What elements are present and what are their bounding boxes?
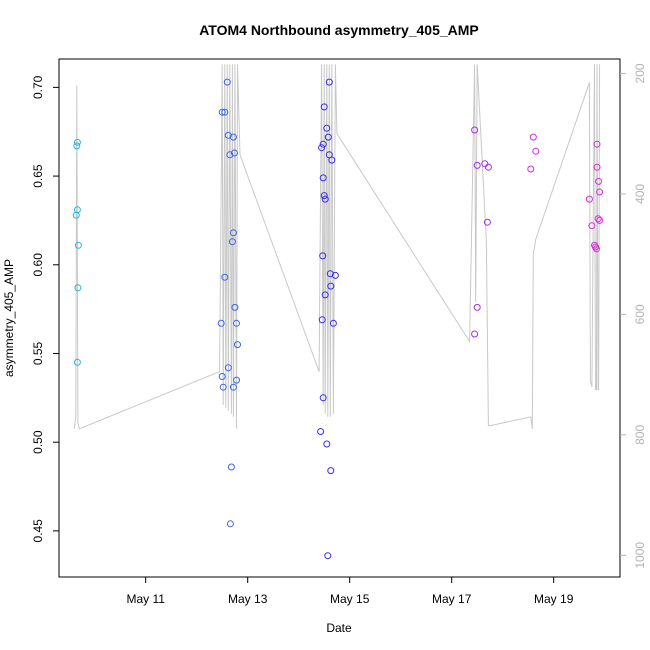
y-tick-label: 0.60 xyxy=(31,253,45,277)
data-point-series-2 xyxy=(221,273,229,281)
y2-tick-label: 600 xyxy=(633,304,647,324)
data-point-series-2 xyxy=(228,238,236,246)
data-point-series-4 xyxy=(473,161,481,169)
y2-axis: 200 400 600 800 1000 xyxy=(620,63,647,569)
data-point-series-3 xyxy=(319,140,327,148)
chart-title: ATOM4 Northbound asymmetry_405_AMP xyxy=(199,22,479,38)
data-point-series-5 xyxy=(593,245,600,253)
data-point-series-4 xyxy=(471,330,479,338)
data-point-series-2 xyxy=(218,373,226,380)
y-tick-label: 0.50 xyxy=(31,430,45,454)
data-point-series-1 xyxy=(73,138,81,146)
data-point-series-2 xyxy=(229,383,237,391)
data-point-series-3 xyxy=(328,156,336,164)
data-point-series-5 xyxy=(527,165,535,173)
data-point-series-3 xyxy=(320,192,328,200)
data-point-series-5 xyxy=(591,241,598,249)
data-point-series-4 xyxy=(481,160,489,168)
data-point-series-3 xyxy=(319,394,327,402)
data-point-series-3 xyxy=(321,195,329,203)
data-point-series-2 xyxy=(224,364,232,372)
data-point-series-2 xyxy=(226,520,234,528)
data-point-series-1 xyxy=(74,241,82,249)
x-axis-label: Date xyxy=(326,621,352,635)
data-point-series-2 xyxy=(234,341,241,349)
data-point-series-5 xyxy=(596,188,604,196)
data-point-series-1 xyxy=(73,142,81,150)
y2-tick-label: 400 xyxy=(633,184,647,204)
data-point-series-2 xyxy=(221,108,229,116)
y-tick-label: 0.45 xyxy=(31,519,45,543)
data-point-series-2 xyxy=(233,376,240,384)
data-point-series-4 xyxy=(473,303,481,311)
y-axis-label: asymmetry_405_AMP xyxy=(2,259,16,377)
data-point-series-5 xyxy=(594,215,602,223)
data-point-series-3 xyxy=(331,271,339,279)
data-points-layer xyxy=(72,78,604,560)
data-point-series-3 xyxy=(327,282,335,290)
y2-tick-label: 1000 xyxy=(633,542,647,569)
data-point-series-2 xyxy=(223,78,231,86)
data-point-series-2 xyxy=(219,383,227,391)
data-point-series-5 xyxy=(593,140,601,148)
data-point-series-4 xyxy=(484,163,492,171)
data-point-series-2 xyxy=(217,319,225,327)
data-point-series-3 xyxy=(321,291,329,299)
y2-tick-label: 200 xyxy=(633,63,647,83)
y-tick-label: 0.65 xyxy=(31,164,45,188)
secondary-series-line xyxy=(73,64,601,430)
data-point-series-3 xyxy=(319,252,327,260)
data-point-series-3 xyxy=(318,144,326,152)
data-point-series-2 xyxy=(229,229,237,237)
data-point-series-5 xyxy=(585,195,593,203)
x-tick-label: May 19 xyxy=(534,592,574,606)
x-tick-label: May 15 xyxy=(330,592,370,606)
data-point-series-1 xyxy=(73,358,81,366)
data-point-series-3 xyxy=(324,133,332,141)
plot-frame xyxy=(58,58,621,578)
data-point-series-2 xyxy=(231,303,239,311)
data-point-series-2 xyxy=(218,108,226,116)
data-point-series-2 xyxy=(233,319,240,327)
data-point-series-3 xyxy=(323,124,331,132)
y-tick-label: 0.70 xyxy=(31,75,45,99)
data-point-series-3 xyxy=(325,78,333,86)
data-point-series-1 xyxy=(73,206,81,214)
x-axis: May 11 May 13 May 15 May 17 May 19 xyxy=(126,577,574,606)
data-point-series-3 xyxy=(318,316,326,324)
data-point-series-5 xyxy=(595,177,603,185)
data-point-series-3 xyxy=(320,103,328,111)
y2-tick-label: 800 xyxy=(633,425,647,445)
data-point-series-3 xyxy=(324,552,332,560)
data-point-series-3 xyxy=(317,428,325,435)
x-tick-label: May 11 xyxy=(126,592,165,606)
data-point-series-2 xyxy=(230,149,238,157)
data-point-series-5 xyxy=(596,216,604,224)
data-point-series-2 xyxy=(229,133,237,141)
data-point-series-4 xyxy=(483,218,491,226)
data-point-series-5 xyxy=(593,163,601,171)
data-point-series-3 xyxy=(323,440,331,448)
data-point-series-5 xyxy=(532,147,540,155)
data-point-series-3 xyxy=(327,467,335,475)
data-point-series-2 xyxy=(226,151,234,159)
data-point-series-4 xyxy=(471,126,479,134)
y-axis: 0.45 0.50 0.55 0.60 0.65 0.70 xyxy=(31,75,59,543)
data-point-series-5 xyxy=(529,133,537,141)
data-point-series-3 xyxy=(319,174,327,182)
secondary-line-layer xyxy=(73,64,601,430)
data-point-series-2 xyxy=(227,463,235,471)
data-point-series-1 xyxy=(74,284,82,292)
data-point-series-3 xyxy=(329,319,337,327)
y-tick-label: 0.55 xyxy=(31,341,45,365)
x-tick-label: May 17 xyxy=(432,592,472,606)
data-point-series-1 xyxy=(72,211,80,219)
x-tick-label: May 13 xyxy=(228,592,268,606)
data-point-series-5 xyxy=(588,222,596,230)
